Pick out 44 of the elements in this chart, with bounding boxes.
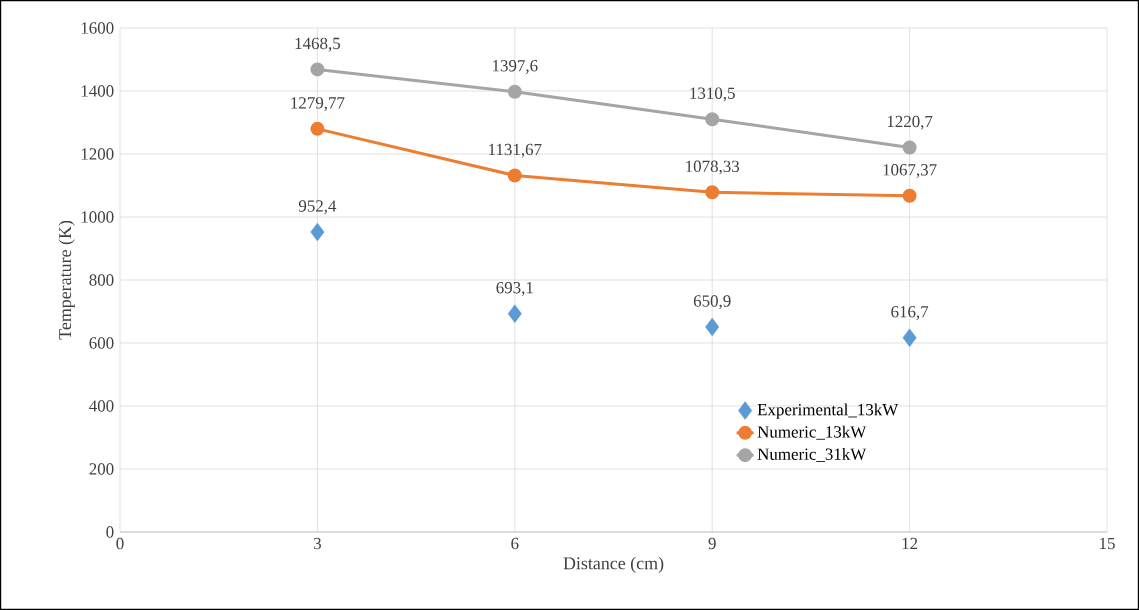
x-tick-label: 0 bbox=[116, 537, 124, 550]
x-tick-label: 15 bbox=[1100, 537, 1115, 550]
y-tick-label: 1400 bbox=[81, 85, 114, 97]
y-tick-label: 800 bbox=[89, 274, 114, 286]
y-tick-label: 200 bbox=[89, 463, 114, 475]
data-label: 1397,6 bbox=[493, 60, 538, 74]
y-tick-label: 600 bbox=[89, 337, 114, 349]
y-tick-label: 1200 bbox=[81, 148, 114, 160]
data-label: 1279,77 bbox=[291, 97, 345, 112]
data-label: 1468,5 bbox=[295, 37, 341, 52]
point bbox=[310, 121, 325, 136]
data-label: 1310,5 bbox=[690, 87, 735, 102]
x-tick-label: 9 bbox=[708, 537, 716, 550]
point bbox=[705, 185, 720, 200]
y-tick-label: 400 bbox=[89, 400, 114, 412]
x-axis-title: Distance (cm) bbox=[563, 556, 664, 573]
point bbox=[310, 62, 325, 77]
data-label: 650,9 bbox=[693, 295, 731, 310]
y-axis-title: Temperature (K) bbox=[58, 220, 75, 340]
data-label: 616,7 bbox=[891, 306, 929, 320]
x-tick-label: 12 bbox=[902, 537, 918, 550]
point bbox=[902, 188, 917, 203]
x-tick-label: 3 bbox=[313, 537, 321, 550]
data-label: 1078,33 bbox=[686, 160, 740, 175]
point bbox=[507, 304, 522, 323]
data-label: 693,1 bbox=[496, 281, 533, 296]
legend-label: Experimental_13kW bbox=[757, 403, 899, 419]
y-tick-label: 1600 bbox=[81, 22, 114, 34]
point bbox=[902, 328, 917, 347]
data-label: 1131,67 bbox=[489, 143, 542, 158]
data-label: 1220,7 bbox=[887, 115, 933, 130]
legend-label: Numeric_13kW bbox=[757, 425, 867, 440]
point bbox=[507, 84, 522, 99]
point bbox=[902, 140, 917, 155]
data-label: 952,4 bbox=[298, 200, 337, 215]
y-tick-label: 1000 bbox=[81, 211, 114, 223]
point bbox=[310, 222, 325, 242]
point bbox=[705, 317, 720, 337]
legend-label: Numeric_31kW bbox=[757, 447, 867, 462]
data-label: 1067,37 bbox=[883, 164, 937, 178]
point bbox=[705, 112, 720, 127]
y-tick-label: 0 bbox=[106, 526, 114, 538]
point bbox=[507, 168, 522, 183]
x-tick-label: 6 bbox=[511, 537, 519, 550]
